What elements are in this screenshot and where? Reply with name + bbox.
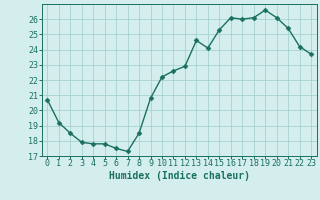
X-axis label: Humidex (Indice chaleur): Humidex (Indice chaleur) bbox=[109, 171, 250, 181]
